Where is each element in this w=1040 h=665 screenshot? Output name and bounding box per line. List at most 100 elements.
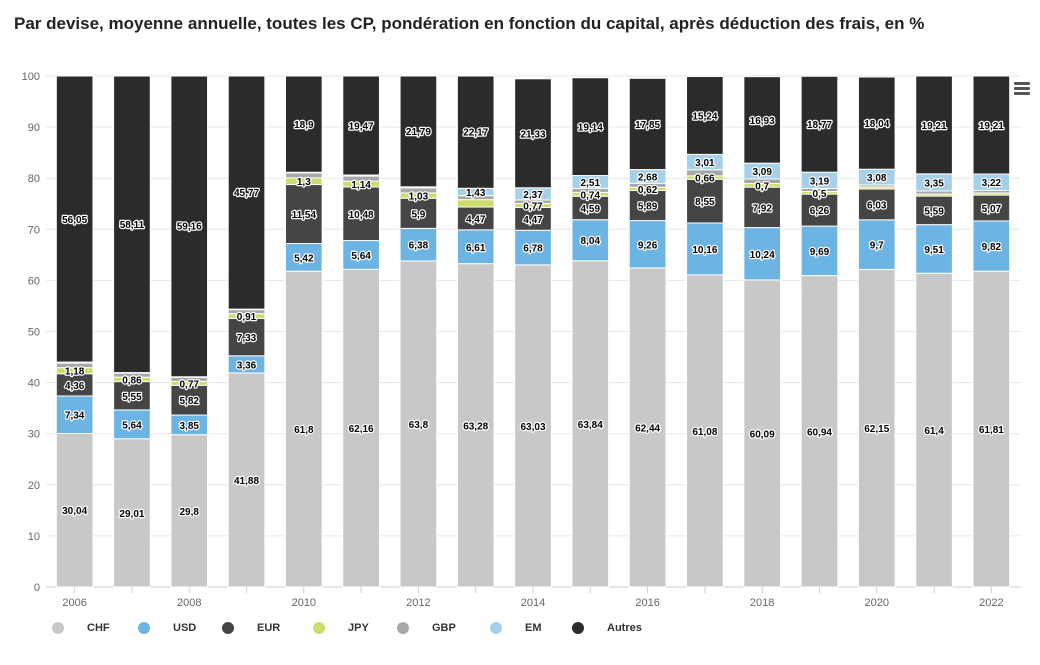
bar-usd-2021[interactable] bbox=[915, 224, 953, 274]
bar-autres-2010[interactable] bbox=[284, 75, 323, 173]
data-label-jpy: 0,62 bbox=[638, 185, 658, 196]
y-tick-label: 100 bbox=[22, 71, 40, 83]
bar-usd-2014[interactable] bbox=[514, 229, 552, 266]
bar-eur-2018[interactable] bbox=[743, 186, 782, 229]
bar-eur-2012[interactable] bbox=[399, 197, 438, 229]
bar-chf-2006[interactable] bbox=[55, 432, 94, 588]
x-tick-label: 2008 bbox=[177, 597, 201, 609]
legend-item-chf[interactable]: CHF bbox=[52, 622, 110, 634]
data-label-autres: 19,21 bbox=[922, 121, 947, 132]
bar-chf-2018[interactable] bbox=[743, 279, 782, 588]
x-tick-label: 2020 bbox=[865, 597, 889, 609]
bar-autres-2013[interactable] bbox=[456, 75, 495, 189]
legend-item-jpy[interactable]: JPY bbox=[313, 622, 369, 634]
data-label-usd: 5,64 bbox=[122, 420, 142, 431]
bar-autres-2017[interactable] bbox=[686, 76, 724, 155]
bar-autres-2018[interactable] bbox=[743, 76, 782, 164]
bar-autres-2019[interactable] bbox=[800, 75, 839, 173]
bar-autres-2016[interactable] bbox=[628, 77, 667, 171]
bar-autres-2007[interactable] bbox=[113, 75, 151, 374]
data-label-chf: 60,09 bbox=[750, 429, 775, 440]
bar-autres-2015[interactable] bbox=[571, 77, 610, 177]
bar-eur-2020[interactable] bbox=[857, 188, 896, 221]
data-label-usd: 6,78 bbox=[523, 244, 543, 255]
legend-item-gbp[interactable]: GBP bbox=[397, 622, 456, 634]
legend-marker bbox=[52, 622, 64, 634]
bar-chf-2017[interactable] bbox=[686, 274, 724, 588]
data-label-em: 2,37 bbox=[523, 190, 543, 201]
chart-menu-button[interactable] bbox=[1008, 76, 1036, 100]
bar-eur-2022[interactable] bbox=[972, 194, 1011, 222]
data-label-chf: 61,8 bbox=[294, 425, 314, 436]
bar-usd-2018[interactable] bbox=[743, 227, 782, 281]
data-label-eur: 6,26 bbox=[810, 206, 830, 217]
bar-eur-2021[interactable] bbox=[915, 195, 953, 226]
bar-usd-2013[interactable] bbox=[456, 229, 495, 265]
bar-usd-2015[interactable] bbox=[571, 219, 610, 262]
bar-autres-2011[interactable] bbox=[342, 75, 380, 176]
bar-usd-2017[interactable] bbox=[686, 222, 724, 276]
data-label-jpy: 0,86 bbox=[122, 375, 142, 386]
bar-eur-2019[interactable] bbox=[800, 193, 839, 227]
legend-label: EM bbox=[525, 622, 542, 634]
bar-chf-2022[interactable] bbox=[972, 270, 1011, 588]
bar-jpy-2013[interactable] bbox=[456, 199, 495, 208]
bar-eur-2011[interactable] bbox=[342, 186, 380, 242]
bar-autres-2012[interactable] bbox=[399, 75, 438, 188]
bar-chf-2011[interactable] bbox=[342, 268, 380, 588]
legend-item-em[interactable]: EM bbox=[490, 622, 542, 634]
x-tick-label: 2022 bbox=[979, 597, 1003, 609]
bar-eur-2007[interactable] bbox=[113, 381, 151, 411]
bar-autres-2014[interactable] bbox=[514, 78, 552, 189]
bar-chf-2009[interactable] bbox=[227, 372, 266, 588]
data-label-chf: 61,4 bbox=[924, 426, 944, 437]
legend-marker bbox=[572, 622, 584, 634]
data-label-chf: 63,8 bbox=[409, 420, 429, 431]
bar-eur-2016[interactable] bbox=[628, 190, 667, 222]
bar-autres-2006[interactable] bbox=[55, 75, 94, 363]
bar-chf-2021[interactable] bbox=[915, 272, 953, 588]
bar-autres-2022[interactable] bbox=[972, 75, 1011, 175]
bar-usd-2012[interactable] bbox=[399, 227, 438, 262]
bar-chf-2010[interactable] bbox=[284, 270, 323, 588]
legend-marker bbox=[138, 622, 150, 634]
y-tick-label: 60 bbox=[28, 275, 40, 287]
bar-chf-2014[interactable] bbox=[514, 264, 552, 588]
data-label-chf: 63,03 bbox=[520, 422, 545, 433]
bar-autres-2020[interactable] bbox=[857, 76, 896, 170]
data-label-autres: 16,93 bbox=[750, 116, 775, 127]
bar-chf-2013[interactable] bbox=[456, 263, 495, 588]
bar-chf-2007[interactable] bbox=[113, 438, 151, 588]
data-label-chf: 61,81 bbox=[979, 425, 1004, 436]
legend-item-autres[interactable]: Autres bbox=[572, 622, 642, 634]
data-label-em: 2,68 bbox=[638, 172, 658, 183]
bar-chf-2020[interactable] bbox=[857, 268, 896, 588]
bar-autres-2021[interactable] bbox=[915, 75, 953, 175]
bar-chf-2016[interactable] bbox=[628, 267, 667, 588]
bar-autres-2008[interactable] bbox=[170, 75, 209, 378]
y-tick-label: 50 bbox=[28, 327, 40, 339]
data-label-chf: 61,08 bbox=[692, 427, 717, 438]
data-label-eur: 5,59 bbox=[924, 206, 944, 217]
bar-usd-2022[interactable] bbox=[972, 220, 1011, 272]
data-label-autres: 19,14 bbox=[578, 123, 603, 134]
data-label-jpy: 1,14 bbox=[351, 180, 371, 191]
bar-autres-2009[interactable] bbox=[227, 75, 266, 310]
bar-chf-2012[interactable] bbox=[399, 260, 438, 588]
data-label-chf: 60,94 bbox=[807, 427, 832, 438]
data-label-em: 3,22 bbox=[982, 178, 1002, 189]
x-tick-label: 2010 bbox=[292, 597, 316, 609]
bar-usd-2016[interactable] bbox=[628, 220, 667, 269]
legend-marker bbox=[397, 622, 409, 634]
legend-item-usd[interactable]: USD bbox=[138, 622, 196, 634]
y-tick-label: 90 bbox=[28, 122, 40, 134]
data-label-eur: 5,9 bbox=[411, 209, 425, 220]
data-label-eur: 4,59 bbox=[581, 204, 601, 215]
legend-marker bbox=[313, 622, 325, 634]
data-label-jpy: 0,77 bbox=[180, 379, 200, 390]
data-label-chf: 29,8 bbox=[180, 507, 200, 518]
data-label-autres: 18,77 bbox=[807, 120, 832, 131]
data-label-chf: 30,04 bbox=[62, 506, 87, 517]
bar-usd-2010[interactable] bbox=[284, 243, 323, 272]
legend-item-eur[interactable]: EUR bbox=[222, 622, 280, 634]
